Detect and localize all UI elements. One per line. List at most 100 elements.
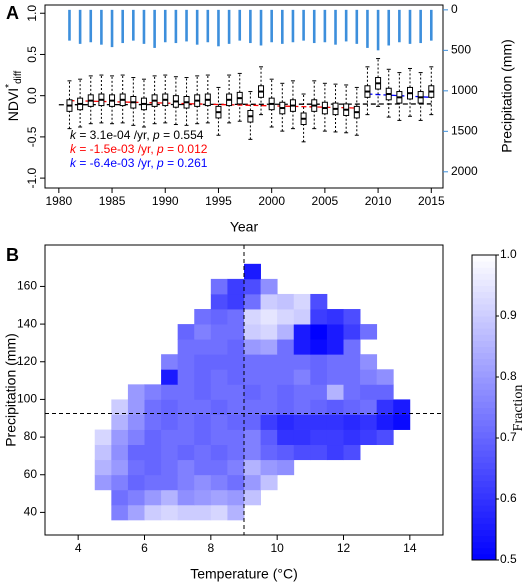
annotation: k = -1.5e-03 /yr, p = 0.012 — [70, 142, 208, 156]
colorbar-tick-label: 0.7 — [500, 430, 517, 444]
heat-cell — [194, 459, 212, 476]
colorbar-step — [472, 413, 496, 421]
heat-cell — [227, 414, 245, 430]
heat-cell — [360, 399, 378, 415]
colorbar-step — [472, 474, 496, 482]
y-tick-label: 1.0 — [25, 5, 39, 22]
heat-cell — [227, 278, 245, 295]
x-tick-label: 12 — [337, 541, 351, 555]
colorbar-step — [472, 273, 496, 280]
heat-cell — [277, 293, 295, 310]
heat-cell — [244, 354, 261, 370]
heat-cell — [376, 399, 394, 415]
heat-cell — [360, 369, 378, 385]
y2-axis-label: Precipitation (mm) — [499, 39, 515, 153]
x-tick-label: 14 — [403, 541, 417, 555]
heat-cell — [227, 384, 245, 400]
colorbar-step — [472, 492, 496, 500]
colorbar-step — [472, 517, 496, 524]
y-label-main: NDVI — [5, 88, 21, 121]
heat-cell — [144, 429, 162, 446]
y-tick-label: 100 — [17, 392, 37, 406]
heat-cell — [343, 429, 361, 446]
annotation-part: = 0.554 — [160, 128, 204, 142]
y-label-sub: diff — [13, 71, 24, 84]
heat-cell — [277, 399, 295, 415]
heat-cell — [210, 324, 228, 340]
heat-cell — [376, 384, 394, 400]
heat-cell — [260, 384, 278, 400]
heat-cell — [161, 489, 179, 506]
heat-cell — [326, 384, 344, 400]
heat-cell — [310, 429, 328, 446]
colorbar-step — [472, 377, 496, 384]
heat-cell — [144, 474, 162, 491]
precip-bar — [291, 9, 295, 43]
heat-cell — [177, 384, 195, 400]
heat-cell — [326, 444, 344, 461]
heat-cell — [244, 444, 261, 461]
heat-cell — [111, 429, 129, 446]
annotation-part: p — [156, 142, 164, 156]
heat-cell — [210, 369, 228, 385]
y-label-sup: * — [4, 84, 15, 88]
precip-bar — [323, 9, 327, 43]
heat-cell — [194, 309, 212, 325]
heat-cell — [244, 474, 261, 491]
heat-cell — [293, 309, 311, 325]
precip-bar — [398, 9, 401, 43]
precip-bar — [68, 9, 71, 41]
heat-cell — [326, 399, 344, 415]
x-tick-label: 1980 — [45, 194, 72, 208]
heat-cell — [144, 489, 162, 506]
heat-cell — [260, 324, 278, 340]
heat-cell — [94, 444, 112, 461]
y-tick-label: 140 — [17, 316, 37, 330]
y-tick-label: 80 — [24, 429, 38, 443]
heat-cell — [277, 459, 295, 476]
heat-cell — [244, 339, 261, 355]
heat-cell — [227, 369, 245, 385]
heat-cell — [277, 339, 295, 355]
precip-bar — [195, 9, 199, 45]
heat-cell — [277, 384, 295, 400]
heat-cell — [293, 384, 311, 400]
colorbar-step — [472, 255, 496, 262]
heat-cell — [161, 369, 179, 385]
colorbar-step — [472, 431, 496, 439]
y-tick-label: 160 — [17, 279, 37, 293]
heat-cell — [127, 384, 145, 400]
heat-cell — [260, 414, 278, 430]
heat-cell — [127, 474, 145, 491]
annotation-part: p — [156, 156, 164, 170]
colorbar-step — [472, 450, 496, 457]
heat-cell — [227, 339, 245, 355]
colorbar-step — [472, 267, 496, 274]
panel-label: B — [6, 245, 19, 265]
precip-bar — [355, 9, 359, 44]
colorbar-label: Fraction — [511, 385, 526, 432]
heat-cell — [194, 384, 212, 400]
heat-cell — [177, 339, 195, 355]
heat-cell — [244, 324, 261, 340]
precip-bar — [153, 9, 156, 48]
heat-cell — [293, 369, 311, 385]
heat-cell — [293, 429, 311, 446]
colorbar-step — [472, 541, 496, 549]
colorbar-step — [472, 511, 496, 518]
y-tick-label: -0.5 — [25, 126, 39, 147]
heat-cell — [343, 414, 361, 430]
colorbar-step — [472, 401, 496, 408]
colorbar-tick-label: 0.5 — [500, 552, 517, 566]
colorbar-step — [472, 547, 496, 555]
heat-cell — [227, 309, 245, 325]
heat-cell — [111, 489, 129, 506]
y-axis-label: Precipitation (mm) — [3, 333, 19, 447]
heat-cell — [360, 324, 378, 340]
heat-cell — [227, 444, 245, 461]
x-tick-label: 1990 — [152, 194, 179, 208]
heat-cell — [260, 278, 278, 295]
colorbar-step — [472, 535, 496, 543]
heat-cell — [293, 354, 311, 370]
heat-cell — [194, 399, 212, 415]
